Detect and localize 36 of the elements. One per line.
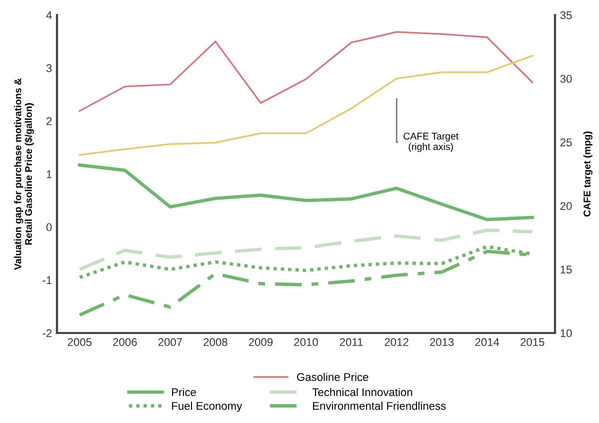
legend-label: Price [172, 388, 196, 396]
x-tick-label: 2011 [340, 338, 363, 346]
line-series [78, 228, 534, 272]
x-tick-label: 2006 [113, 338, 137, 346]
line-series [78, 163, 534, 222]
legend-label: Gasoline Price [297, 372, 368, 381]
y-axis-title: Valuation gap for purchase motivations & Retail Gasoline Price ($/gallon) [14, 78, 34, 270]
x-tick-label: 2010 [294, 338, 318, 346]
x-tick-label: 2007 [158, 338, 182, 346]
y-tick-label: 0 [46, 223, 52, 232]
y2-axis-title: CAFE target (mpg) [583, 132, 592, 217]
legend-label: Fuel Economy [172, 402, 242, 412]
annotation: CAFE Target (right axis) [404, 132, 459, 152]
y2-tick-label: 30 [560, 74, 572, 83]
y-tick-label: 4 [46, 11, 52, 20]
x-tick-label: 2008 [204, 338, 228, 346]
y-tick-label: -2 [42, 329, 52, 338]
x-tick-label: 2015 [520, 338, 544, 346]
legend-label: Environmental Friendliness [313, 402, 446, 410]
x-tick-label: 2005 [68, 338, 92, 346]
y2-tick-label: 25 [560, 138, 572, 146]
y2-tick-label: 20 [560, 202, 572, 210]
y2-tick-label: 35 [560, 11, 572, 20]
x-tick-label: 2012 [384, 338, 408, 346]
line-series [78, 54, 534, 156]
y2-tick-label: 15 [560, 266, 572, 274]
legend-label: Technical Innovation [312, 388, 412, 396]
line-series [78, 31, 534, 112]
y-tick-label: 2 [46, 117, 52, 126]
y-tick-label: 3 [46, 64, 52, 72]
x-tick-label: 2014 [475, 338, 500, 346]
x-tick-label: 2013 [430, 338, 454, 346]
x-tick-label: 2009 [248, 338, 273, 346]
y-tick-label: -1 [42, 276, 52, 284]
y-tick-label: 1 [46, 170, 52, 178]
y2-tick-label: 10 [560, 329, 572, 338]
